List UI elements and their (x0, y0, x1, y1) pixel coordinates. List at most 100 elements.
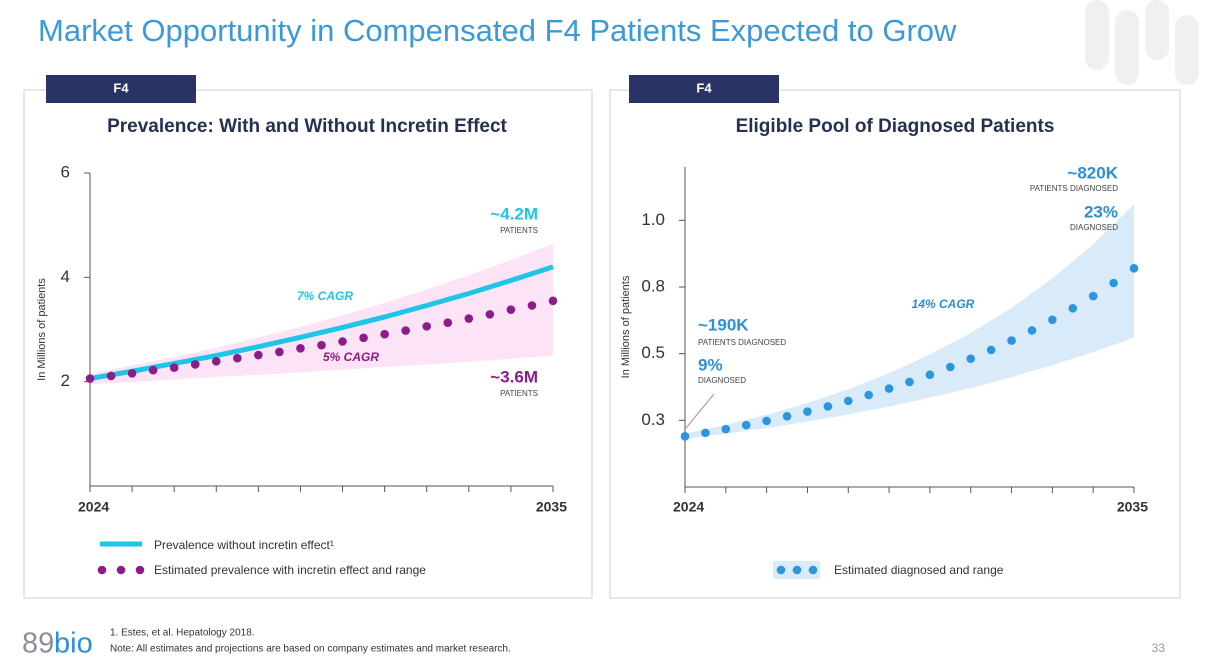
legend-swatch (97, 565, 107, 575)
dot (338, 337, 347, 346)
dot (843, 396, 853, 406)
dot (1048, 315, 1057, 325)
annotation: PATIENTS (500, 226, 538, 235)
y-tick-label: 2 (61, 371, 70, 390)
dot (1007, 336, 1016, 345)
dot (506, 305, 516, 314)
legend-swatch (808, 565, 818, 575)
dot (485, 310, 495, 319)
dot (946, 362, 955, 372)
legend-label: Prevalence without incretin effect¹ (154, 538, 334, 552)
legend-swatch (792, 565, 802, 575)
y-tick-label: 4 (61, 267, 70, 286)
dot (106, 371, 116, 381)
annotation: PATIENTS DIAGNOSED (698, 338, 786, 347)
dot (925, 370, 935, 380)
dot (464, 314, 474, 323)
footnote: 1. Estes, et al. Hepatology 2018. (110, 628, 255, 639)
annotation: PATIENTS DIAGNOSED (1030, 184, 1118, 193)
dot (317, 340, 326, 350)
slide-title: Market Opportunity in Compensated F4 Pat… (38, 13, 957, 48)
legend-swatch (135, 565, 145, 575)
dot (741, 420, 751, 430)
legend-swatch (116, 565, 126, 575)
dot (296, 343, 305, 353)
y-axis-label: In Millions of patients (620, 275, 632, 378)
annotation: 9% (698, 355, 723, 374)
x-tick-label: 2024 (78, 499, 109, 515)
y-tick-label: 6 (61, 162, 70, 181)
dot (380, 329, 389, 339)
footnote: Note: All estimates and projections are … (110, 644, 511, 655)
annotation: 23% (1084, 202, 1118, 221)
dot (905, 377, 914, 387)
chart-title: Prevalence: With and Without Incretin Ef… (107, 116, 507, 137)
y-tick-label: 0.8 (641, 276, 665, 295)
decor-shape (1085, 0, 1109, 70)
logo-word: bio (54, 628, 93, 660)
annotation: ~4.2M (490, 204, 538, 223)
annotation: PATIENTS (500, 389, 538, 398)
dot (966, 354, 976, 364)
annotation: 14% CAGR (912, 297, 975, 311)
dot (254, 350, 263, 360)
y-axis-label: In Millions of patients (36, 278, 48, 381)
x-tick-label: 2024 (673, 499, 704, 515)
dot (85, 374, 95, 383)
annotation: 5% CAGR (323, 350, 379, 364)
dot (701, 428, 710, 438)
tag-box (46, 75, 196, 103)
y-tick-label: 0.5 (641, 343, 665, 362)
range-band (90, 243, 553, 385)
dot (1109, 278, 1118, 288)
dot (762, 416, 771, 426)
legend-label: Estimated diagnosed and range (834, 563, 1004, 577)
x-tick-label: 2035 (536, 499, 567, 515)
dot (359, 333, 368, 343)
dot (803, 407, 812, 416)
line (89, 264, 554, 382)
decor-shape (1175, 15, 1199, 85)
dot (864, 390, 873, 400)
tag: F4 (113, 80, 129, 95)
y-tick-label: 1.0 (641, 210, 665, 229)
decor-shape (1115, 10, 1139, 85)
annotation: DIAGNOSED (698, 376, 746, 385)
dot (422, 322, 432, 331)
range-band (685, 204, 1134, 439)
dot (233, 353, 242, 363)
dot (1129, 264, 1139, 273)
page-number: 33 (1152, 641, 1166, 655)
leader-line (685, 393, 715, 429)
dot (1088, 291, 1098, 301)
panel (609, 89, 1181, 599)
logo-digits: 89 (22, 628, 54, 660)
dot (190, 360, 200, 369)
tag-box (629, 75, 779, 103)
annotation: ~820K (1067, 163, 1118, 182)
dot (986, 345, 996, 355)
legend-swatch (776, 565, 786, 575)
dot (211, 357, 221, 366)
tag: F4 (696, 80, 712, 95)
annotation: 7% CAGR (297, 289, 353, 303)
dot (1068, 304, 1078, 313)
dot (127, 369, 137, 378)
dot (148, 365, 158, 375)
x-tick-label: 2035 (1117, 499, 1148, 515)
decoration (1085, 0, 1199, 85)
dot (275, 347, 284, 357)
annotation: DIAGNOSED (1070, 223, 1118, 232)
dot (1027, 326, 1037, 335)
y-tick-label: 0.3 (641, 410, 665, 429)
dot (680, 432, 690, 441)
dot (884, 384, 894, 393)
decor-shape (1145, 0, 1169, 60)
dot (401, 326, 410, 335)
dot (548, 296, 558, 306)
chart-title: Eligible Pool of Diagnosed Patients (736, 116, 1055, 137)
dot (443, 318, 453, 328)
panel (23, 89, 593, 599)
